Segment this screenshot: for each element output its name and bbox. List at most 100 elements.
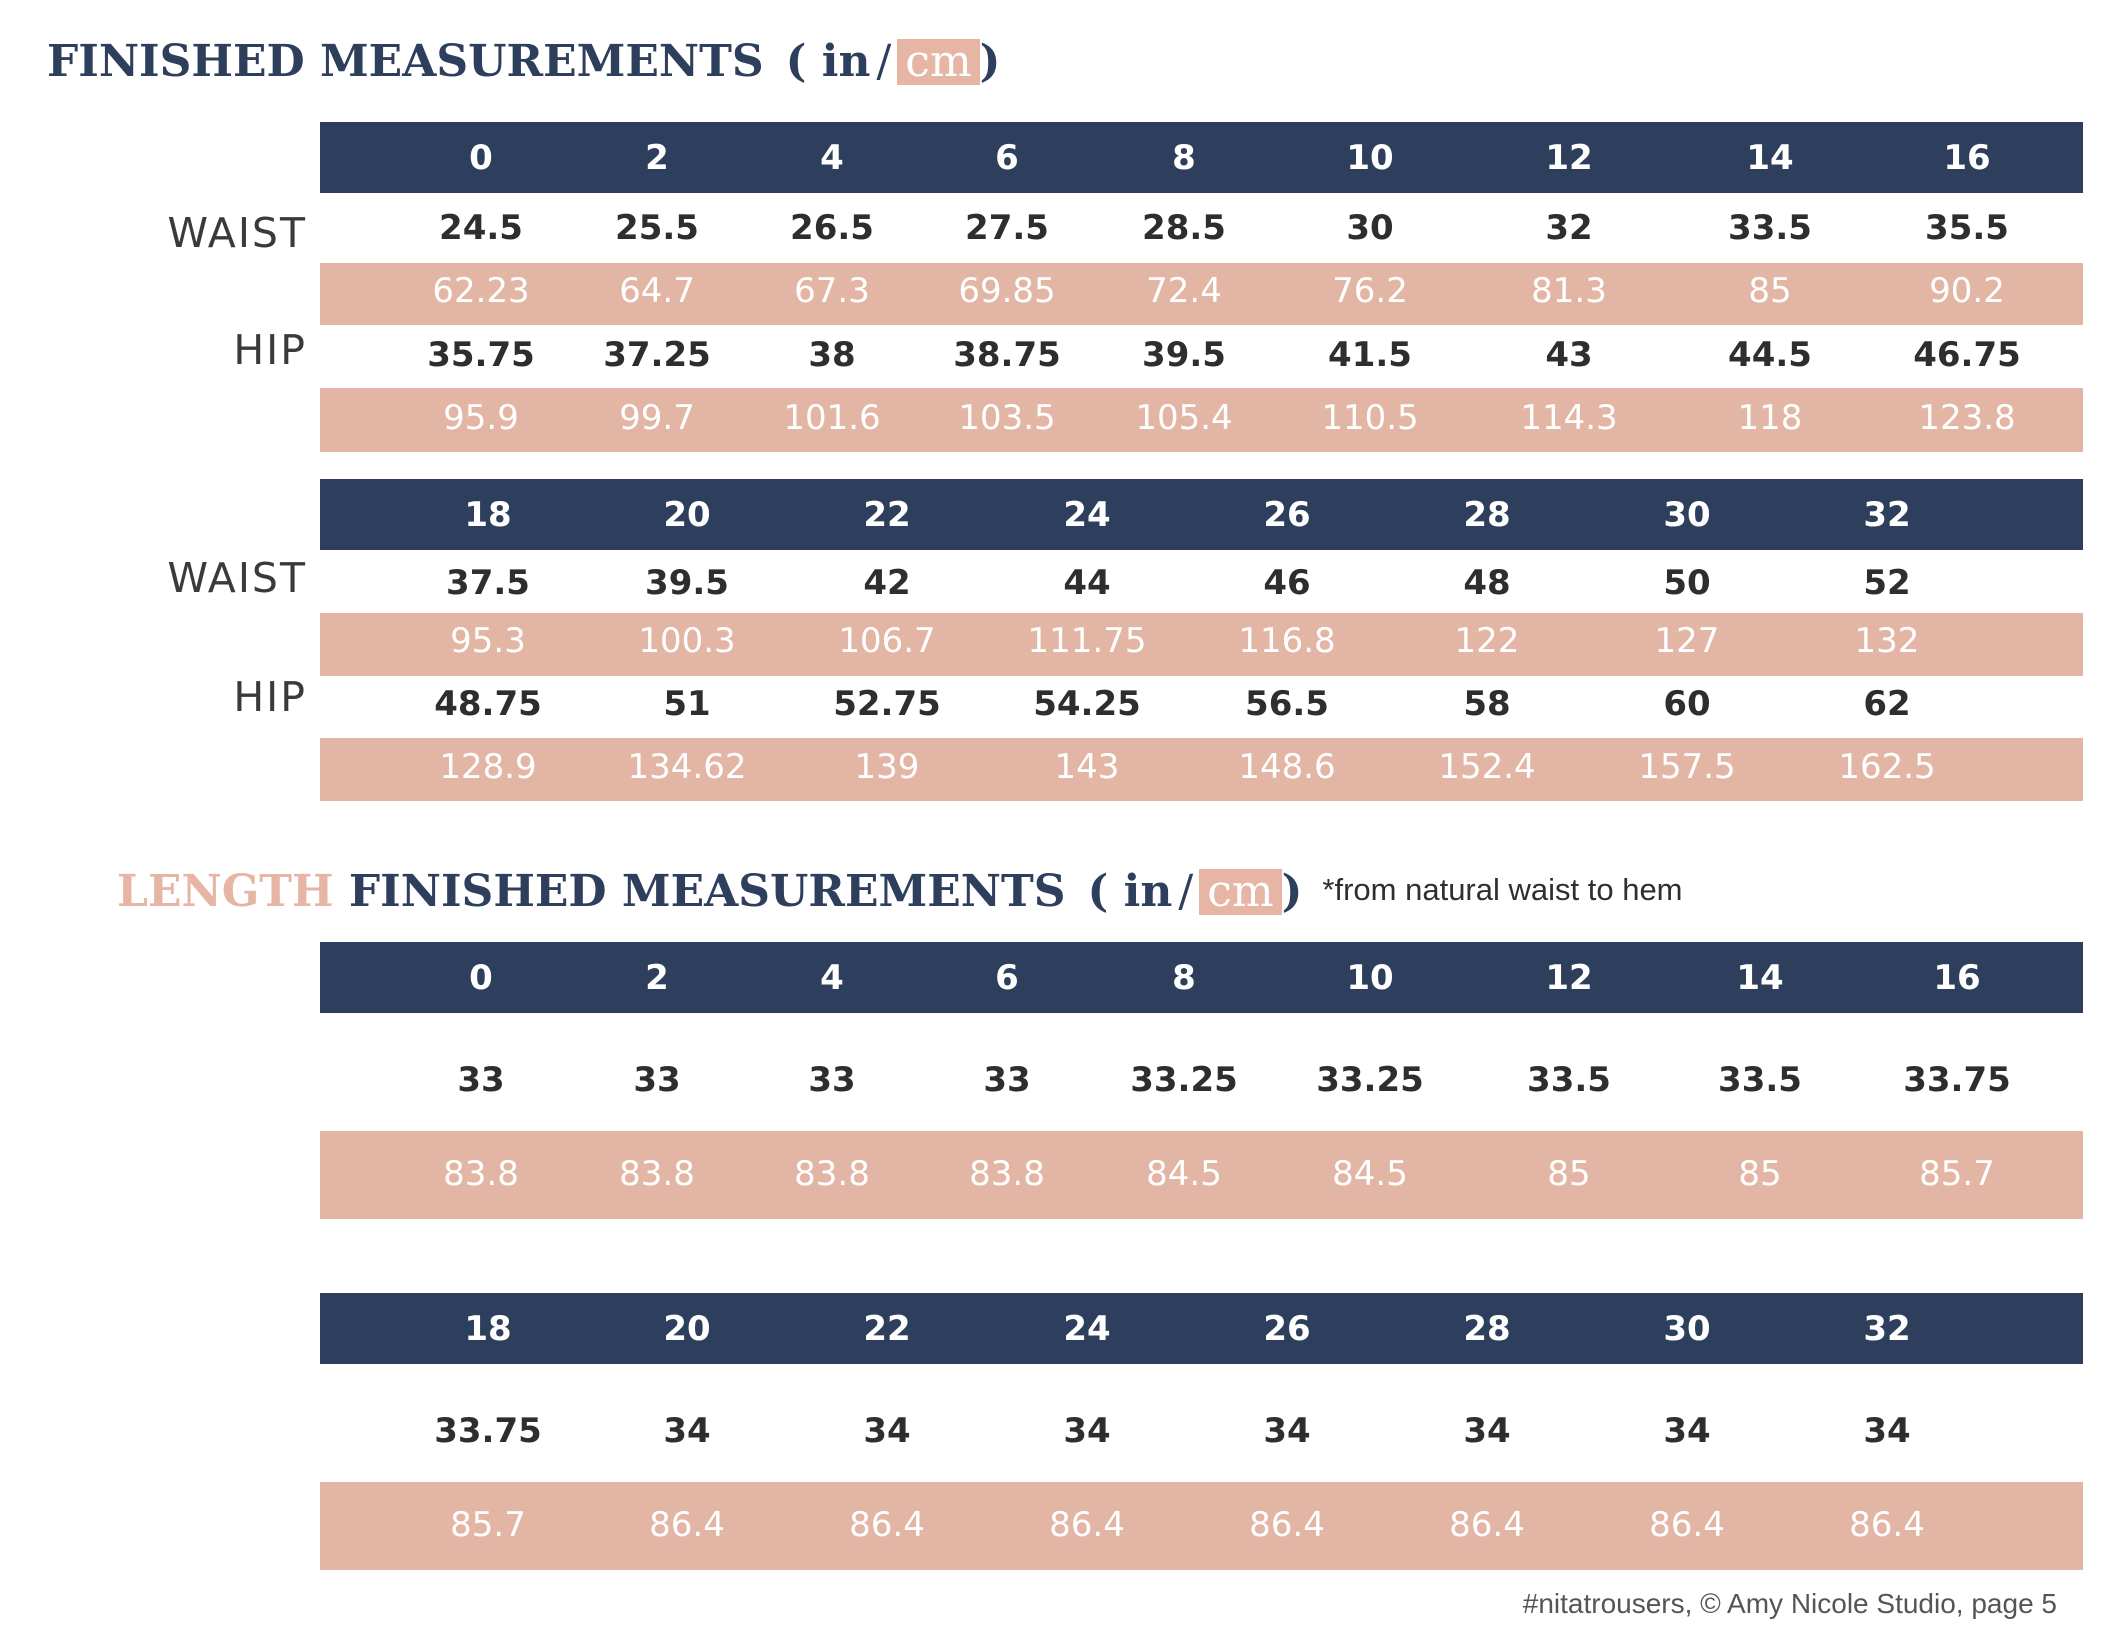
waist-hip-table-2: 18 20 22 24 26 28 30 32 37.5 39.5 42 44 46 48 50 52 95.3…: [320, 479, 2083, 801]
hip-in-cell: 52.75: [833, 684, 941, 724]
length-in-cell: 33: [983, 1060, 1031, 1100]
hip-in-cell: 39.5: [1142, 335, 1226, 375]
sizes-cell: 30: [1663, 495, 1711, 535]
waist-in-cell: 24.5: [439, 208, 523, 248]
length-table-2: 18 20 22 24 26 28 30 32 33.75 34 34 34 34 34 34 34 85.7 8…: [320, 1293, 2083, 1570]
length-in-cell: 33.25: [1130, 1060, 1238, 1100]
sizes-cell: 4: [820, 958, 844, 998]
length-in-cell: 33.75: [1903, 1060, 2011, 1100]
length-in-cell: 34: [1063, 1411, 1111, 1451]
sizes-cell: 18: [464, 1309, 512, 1349]
sizes-cell: 0: [469, 958, 493, 998]
length-in-cell: 34: [1663, 1411, 1711, 1451]
hip-cm-cell: 118: [1737, 398, 1803, 438]
hip-row-label: HIP: [233, 326, 307, 374]
waist-in-cell: 32: [1545, 208, 1593, 248]
length-in-cell: 34: [1263, 1411, 1311, 1451]
length-cm-cell: 86.4: [1049, 1505, 1125, 1545]
length-note: *from natural waist to hem: [1322, 872, 1683, 907]
waist-cm-cell: 76.2: [1332, 271, 1408, 311]
sizes-cell: 28: [1463, 1309, 1511, 1349]
sizes-cell: 16: [1943, 138, 1991, 178]
sizes-cell: 24: [1063, 1309, 1111, 1349]
waist-cm-cell: 127: [1654, 621, 1720, 661]
waist-in-cell: 27.5: [965, 208, 1049, 248]
waist-cm-row: [320, 613, 2083, 676]
length-heading: LENGTH FINISHED MEASUREMENTS ( in / cm) *fro…: [117, 866, 1683, 917]
waist-hip-table-1: 0 2 4 6 8 10 12 14 16 24.5 25.5 26.5 27.5 28.5 30 32 33.…: [320, 122, 2083, 452]
sizes-cell: 6: [995, 138, 1019, 178]
length-in-cell: 33: [457, 1060, 505, 1100]
hip-cm-cell: 114.3: [1520, 398, 1618, 438]
length-cm-row: [320, 1131, 2083, 1219]
sizes-cell: 16: [1933, 958, 1981, 998]
sizes-cell: 28: [1463, 495, 1511, 535]
waist-row-label: WAIST: [167, 209, 307, 257]
sizes-cell: 10: [1346, 958, 1394, 998]
unit-in-label: in: [821, 36, 871, 87]
sizes-cell: 26: [1263, 1309, 1311, 1349]
paren-close: ): [1281, 866, 1303, 917]
length-cm-row: [320, 1482, 2083, 1570]
length-cm-cell: 86.4: [1649, 1505, 1725, 1545]
hip-cm-cell: 162.5: [1838, 747, 1936, 787]
waist-row-label: WAIST: [167, 554, 307, 602]
hip-cm-cell: 110.5: [1321, 398, 1419, 438]
length-table-1: 0 2 4 6 8 10 12 14 16 33 33 33 33 33.25 33.25 33.5 33.5 3…: [320, 942, 2083, 1219]
sizes-cell: 32: [1863, 495, 1911, 535]
waist-in-cell: 46: [1263, 563, 1311, 603]
hip-cm-cell: 101.6: [783, 398, 881, 438]
waist-cm-cell: 100.3: [638, 621, 736, 661]
length-title: FINISHED MEASUREMENTS: [348, 866, 1066, 917]
hip-in-cell: 44.5: [1728, 335, 1812, 375]
sizes-cell: 2: [645, 958, 669, 998]
hip-cm-cell: 134.62: [627, 747, 747, 787]
length-in-cell: 33.25: [1316, 1060, 1424, 1100]
unit-slash: /: [1178, 866, 1194, 917]
waist-cm-cell: 67.3: [794, 271, 870, 311]
sizes-cell: 24: [1063, 495, 1111, 535]
waist-in-cell: 33.5: [1728, 208, 1812, 248]
length-title-accent: LENGTH: [117, 866, 334, 917]
sizes-cell: 6: [995, 958, 1019, 998]
length-in-cell: 34: [1863, 1411, 1911, 1451]
length-in-cell: 33.75: [434, 1411, 542, 1451]
hip-cm-cell: 157.5: [1638, 747, 1736, 787]
sizes-cell: 32: [1863, 1309, 1911, 1349]
hip-cm-cell: 99.7: [619, 398, 695, 438]
hip-cm-cell: 95.9: [443, 398, 519, 438]
length-in-cell: 33: [633, 1060, 681, 1100]
length-cm-cell: 86.4: [1849, 1505, 1925, 1545]
hip-cm-cell: 139: [854, 747, 920, 787]
sizes-cell: 8: [1172, 958, 1196, 998]
length-cm-cell: 83.8: [619, 1154, 695, 1194]
hip-in-cell: 62: [1863, 684, 1911, 724]
size-header-row: [320, 122, 2083, 193]
length-in-cell: 33.5: [1527, 1060, 1611, 1100]
sizes-cell: 12: [1545, 138, 1593, 178]
length-cm-cell: 86.4: [1449, 1505, 1525, 1545]
waist-cm-cell: 64.7: [619, 271, 695, 311]
hip-cm-cell: 143: [1054, 747, 1120, 787]
hip-cm-row: [320, 388, 2083, 452]
waist-cm-cell: 72.4: [1146, 271, 1222, 311]
waist-in-cell: 28.5: [1142, 208, 1226, 248]
hip-in-cell: 46.75: [1913, 335, 2021, 375]
hip-in-cell: 38.75: [953, 335, 1061, 375]
hip-cm-cell: 103.5: [958, 398, 1056, 438]
size-header-row: [320, 942, 2083, 1013]
waist-cm-cell: 111.75: [1027, 621, 1147, 661]
waist-in-cell: 50: [1663, 563, 1711, 603]
hip-in-cell: 35.75: [427, 335, 535, 375]
waist-cm-cell: 81.3: [1531, 271, 1607, 311]
hip-in-cell: 58: [1463, 684, 1511, 724]
length-in-cell: 34: [663, 1411, 711, 1451]
hip-cm-cell: 123.8: [1918, 398, 2016, 438]
length-cm-cell: 85: [1547, 1154, 1591, 1194]
sizes-cell: 26: [1263, 495, 1311, 535]
length-cm-cell: 83.8: [794, 1154, 870, 1194]
hip-in-cell: 54.25: [1033, 684, 1141, 724]
paren-open: (: [785, 36, 807, 87]
waist-cm-cell: 90.2: [1929, 271, 2005, 311]
waist-cm-cell: 69.85: [958, 271, 1056, 311]
